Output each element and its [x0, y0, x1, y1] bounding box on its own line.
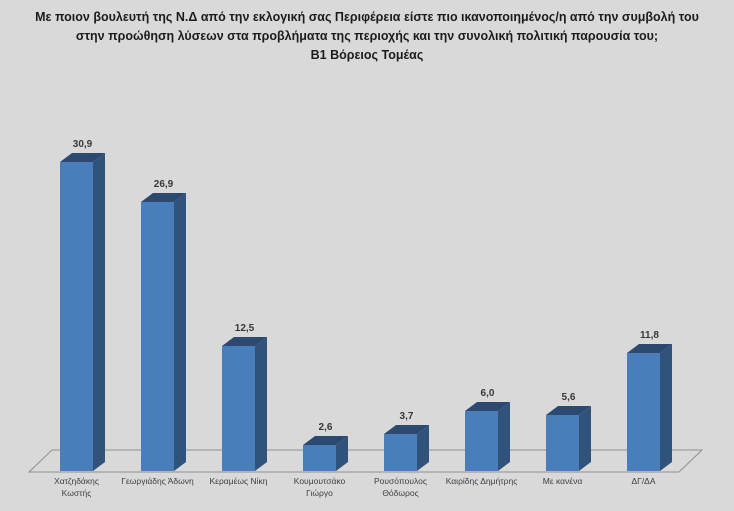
bar-front-face: [384, 434, 417, 471]
x-axis-label: Καιρίδης Δημήτρης: [438, 475, 526, 487]
x-axis-label: Με κανένα: [519, 475, 607, 487]
bar-8: [627, 344, 672, 471]
title-line-2: στην προώθηση λύσεων στα προβλήματα της …: [75, 29, 659, 43]
bar-value-label: 12,5: [234, 323, 255, 334]
bar-front-face: [141, 202, 174, 471]
bar-side-face: [336, 436, 348, 471]
x-axis-label: Ρουσόπουλος Θόδωρος: [357, 475, 445, 499]
bar-value-label: 11,8: [640, 330, 659, 341]
bar-front-face: [546, 415, 579, 471]
chart-floor: [27, 449, 704, 473]
bar-7: [546, 406, 591, 471]
bar-5: [384, 425, 429, 471]
title-line-3: Β1 Βόρειος Τομέας: [310, 48, 424, 62]
x-axis-label-line: Κουμουτσάκο: [293, 476, 346, 486]
bar-side-face: [93, 153, 105, 471]
x-axis-label-line: Γιώργο: [306, 488, 333, 498]
bar-value-label: 5,6: [561, 392, 576, 403]
bar-top-face: [465, 402, 510, 411]
title-line-1: Με ποιον βουλευτή της Ν.Δ από την εκλογι…: [35, 10, 699, 24]
bar-3: [222, 337, 267, 471]
x-axis-label-line: Κωστής: [61, 488, 92, 498]
bar-6: [465, 402, 510, 471]
bar-4: [303, 436, 348, 471]
x-axis-label: Χατζηδάκης Κωστής: [33, 475, 121, 499]
bar-top-face: [60, 153, 105, 162]
bar-side-face: [660, 344, 672, 471]
chart-title: Με ποιον βουλευτή της Ν.Δ από την εκλογι…: [0, 8, 734, 65]
bar-2: [141, 193, 186, 471]
x-axis-label-line: Χατζηδάκης: [54, 476, 99, 486]
bar-value-label: 26,9: [153, 179, 174, 190]
bar-value-label: 6,0: [480, 388, 495, 399]
bar-front-face: [465, 411, 498, 471]
bar-side-face: [417, 425, 429, 471]
bar-side-face: [498, 402, 510, 471]
x-axis-label: Κεραμέως Νίκη: [195, 475, 283, 487]
bar-top-face: [384, 425, 429, 434]
bar-top-face: [222, 337, 267, 346]
bar-front-face: [627, 353, 660, 471]
bar-front-face: [222, 346, 255, 471]
bar-front-face: [60, 162, 93, 471]
bar-value-label: 30,9: [72, 139, 93, 150]
x-axis-label-line: ΔΓ/ΔΑ: [631, 476, 656, 486]
x-axis-label-line: Κεραμέως Νίκη: [209, 476, 268, 486]
bar-side-face: [255, 337, 267, 471]
x-axis-label: Κουμουτσάκο Γιώργο: [276, 475, 364, 499]
x-axis-label: ΔΓ/ΔΑ: [600, 475, 688, 487]
bar-top-face: [141, 193, 186, 202]
x-axis-label: Γεωργιάδης Άδωνη: [114, 475, 202, 487]
x-axis-label-line: Με κανένα: [542, 476, 583, 486]
bar-top-face: [303, 436, 348, 445]
bars-group: [60, 153, 672, 471]
bar-1: [60, 153, 105, 471]
bar-value-label: 2,6: [318, 422, 333, 433]
bar-value-label: 3,7: [399, 411, 414, 422]
x-axis-label-line: Ρουσόπουλος: [374, 476, 427, 486]
bar-front-face: [303, 445, 336, 471]
bar-top-face: [546, 406, 591, 415]
bar-side-face: [579, 406, 591, 471]
bar-top-face: [627, 344, 672, 353]
x-axis-label-line: Γεωργιάδης Άδωνη: [121, 476, 194, 486]
x-axis-label-line: Καιρίδης Δημήτρης: [445, 476, 518, 486]
x-axis-label-line: Θόδωρος: [382, 488, 419, 498]
bar-side-face: [174, 193, 186, 471]
